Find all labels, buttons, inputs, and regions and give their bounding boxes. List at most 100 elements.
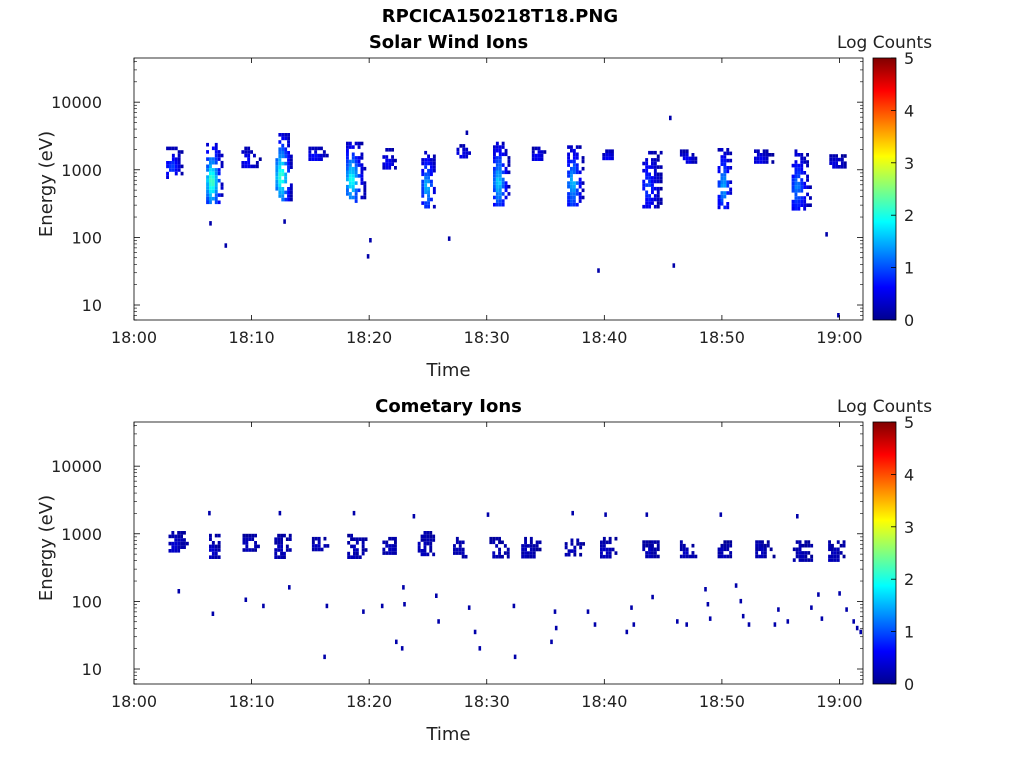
data-cell: [717, 194, 721, 199]
data-cell: [602, 547, 606, 552]
data-cell: [277, 533, 281, 538]
data-cell: [353, 548, 356, 552]
data-cell: [424, 165, 428, 169]
data-cell: [430, 179, 433, 184]
data-cell: [348, 145, 352, 149]
data-cell: [723, 547, 727, 552]
data-cell: [275, 172, 279, 177]
data-point: [211, 611, 215, 616]
data-cell: [424, 158, 428, 162]
y-tick-label: 10: [82, 296, 102, 315]
data-cell: [288, 537, 292, 541]
data-cell: [308, 153, 312, 158]
data-cell: [421, 186, 425, 191]
data-cell: [839, 551, 843, 555]
data-cell: [209, 182, 212, 187]
data-cell: [797, 189, 801, 193]
data-cell: [527, 554, 530, 559]
data-cell: [656, 186, 660, 191]
data-cell: [432, 204, 436, 209]
data-point: [412, 514, 416, 519]
data-cell: [648, 172, 651, 177]
data-cell: [275, 183, 279, 187]
data-cell: [803, 156, 807, 161]
data-cell: [382, 551, 386, 555]
data-cell: [498, 148, 502, 153]
data-cell: [278, 154, 282, 159]
data-point: [669, 115, 672, 121]
data-cell: [394, 551, 397, 555]
data-cell: [567, 202, 570, 207]
data-cell: [573, 545, 577, 550]
data-point: [262, 603, 265, 609]
data-cell: [729, 166, 733, 170]
data-cell: [346, 148, 349, 153]
data-cell: [791, 189, 795, 193]
x-axis-label: Time: [425, 724, 470, 745]
data-cell: [391, 158, 394, 163]
data-cell: [244, 153, 248, 158]
data-cell: [211, 146, 215, 151]
data-cell: [245, 541, 249, 545]
x-tick-label: 19:00: [816, 692, 862, 711]
data-cell: [564, 542, 568, 546]
data-cell: [575, 192, 579, 196]
data-cell: [385, 540, 389, 545]
data-cell: [361, 537, 365, 541]
data-cell: [361, 551, 365, 556]
data-cell: [501, 202, 505, 207]
data-cell: [289, 154, 293, 159]
data-point: [825, 232, 828, 237]
data-cell: [645, 165, 649, 169]
data-cell: [357, 159, 361, 164]
data-cell: [656, 201, 660, 205]
data-cell: [498, 195, 502, 200]
data-cell: [723, 180, 727, 184]
data-cell: [284, 179, 288, 184]
data-cell: [206, 175, 209, 179]
data-cell: [427, 186, 430, 191]
data-point: [486, 512, 490, 517]
data-cell: [729, 543, 733, 548]
data-cell: [391, 544, 394, 548]
data-cell: [570, 538, 574, 543]
data-cell: [717, 198, 721, 202]
data-burst: [791, 149, 812, 211]
data-point: [708, 616, 712, 621]
data-cell: [605, 156, 609, 161]
data-cell: [581, 156, 585, 160]
data-cell: [794, 199, 798, 204]
data-cell: [214, 146, 218, 151]
data-cell: [507, 163, 511, 167]
colorbar-label: Log Counts: [837, 397, 932, 417]
data-cell: [214, 150, 218, 154]
data-cell: [498, 170, 502, 175]
data-cell: [177, 538, 181, 542]
data-cell: [840, 157, 844, 162]
data-cell: [645, 190, 649, 195]
data-cell: [283, 533, 286, 538]
data-cell: [348, 159, 352, 164]
data-cell: [423, 538, 427, 542]
data-cell: [504, 184, 508, 189]
data-cell: [247, 153, 251, 158]
data-cell: [391, 148, 394, 152]
data-cell: [214, 189, 218, 194]
data-cell: [570, 170, 573, 175]
data-burst: [382, 148, 397, 170]
data-cell: [691, 551, 695, 555]
data-cell: [346, 145, 349, 149]
data-cell: [653, 540, 657, 544]
data-cell: [682, 153, 686, 157]
data-cell: [248, 548, 252, 552]
data-burst: [567, 145, 585, 207]
x-tick-label: 18:20: [346, 328, 392, 347]
data-cell: [651, 179, 654, 184]
data-cell: [648, 194, 651, 198]
data-cell: [354, 195, 358, 200]
data-cell: [572, 192, 576, 196]
data-cell: [529, 547, 533, 552]
data-cell: [360, 170, 364, 175]
data-cell: [832, 161, 836, 165]
data-cell: [495, 166, 499, 171]
